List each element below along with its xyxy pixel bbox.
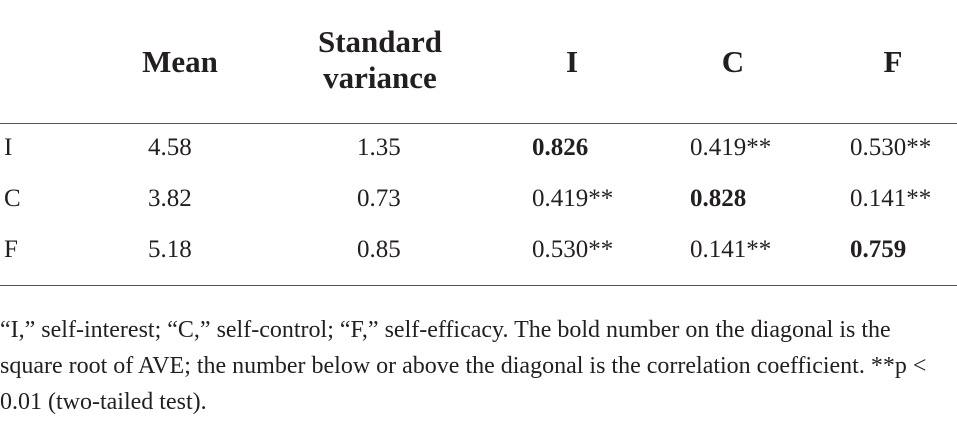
header-cell: F	[883, 44, 903, 79]
header-cell: I	[565, 44, 579, 79]
cell: 5.18	[148, 236, 192, 263]
cell: 3.82	[148, 185, 192, 212]
cell: 0.141**	[690, 236, 772, 263]
cell: 0.530**	[850, 134, 932, 161]
row-label: I	[4, 134, 13, 161]
cell: 0.419**	[690, 134, 772, 161]
header-cell: Mean	[142, 44, 218, 79]
rule	[0, 285, 957, 286]
row-label: F	[4, 236, 18, 263]
cell: 0.73	[357, 185, 401, 212]
cell: 0.759	[850, 236, 907, 263]
cell: 0.826	[532, 134, 589, 161]
header-cell: Standard variance	[317, 24, 443, 95]
rule	[0, 123, 957, 124]
footnote: “I,” self-interest; “C,” self-control; “…	[0, 317, 927, 415]
header-cell: C	[721, 44, 745, 79]
cell: 1.35	[357, 134, 401, 161]
cell: 0.530**	[532, 236, 614, 263]
row-label: C	[4, 185, 21, 212]
cell: 4.58	[148, 134, 192, 161]
cell: 0.141**	[850, 185, 932, 212]
cell: 0.828	[690, 185, 747, 212]
cell: 0.85	[357, 236, 401, 263]
cell: 0.419**	[532, 185, 614, 212]
